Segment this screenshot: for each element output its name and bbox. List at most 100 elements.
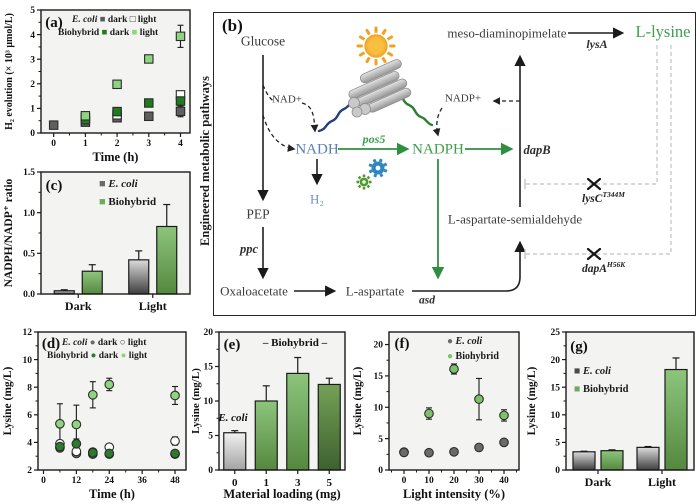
node-dapb: dapB [523,142,551,157]
node-l-aspartate-semialdehyde: L-aspartate-semialdehyde [447,211,583,227]
panel-d: 2 4 6 8 10 12 0 12 24 36 48 Time (h) Lysine (mg/L) (d… [2,324,196,502]
svg-text:3: 3 [146,139,151,149]
svg-text:5: 5 [208,432,213,442]
svg-text:1: 1 [30,105,35,115]
nanorods-icon [348,59,412,118]
svg-text:■ E. coli: ■ E. coli [99,178,139,190]
svg-text:2: 2 [27,466,32,476]
svg-text:4: 4 [30,31,35,41]
panel-g: 0 5 10 15 20 25 Dark Light Lysine (mg/L) (g) ■ E. … [526,324,700,502]
node-ppc: ppc [239,241,259,256]
node-dapa-mutant: dapAH56K [582,260,626,275]
svg-text:■ Biohybrid: ■ Biohybrid [574,384,629,395]
svg-text:20: 20 [449,476,459,486]
panel-f: 0 5 10 15 20 0 10 20 30 40 Light intensity (%) Lysi… [352,324,526,502]
node-nad: NAD+ [271,93,303,106]
svg-text:Lysine (mg/L): Lysine (mg/L) [352,366,364,435]
svg-text:0: 0 [402,476,407,486]
svg-text:1.0: 1.0 [23,209,35,219]
svg-text:5: 5 [30,6,35,16]
node-lysc-mutant: lysCT344M [582,190,625,205]
panel-a: 0 1 2 3 4 5 0 1 2 3 4 Time (h) H₂ evolution (× 10³ μ… [2,2,197,165]
node-lysa: lysA [586,37,608,51]
svg-text:● E. coli: ● E. coli [447,336,482,347]
dark-light-lysine-chart: 0 5 10 15 20 25 Dark Light Lysine (mg/L) (g) ■ E. … [526,328,695,489]
svg-text:0.0: 0.0 [23,290,35,300]
svg-text:(a): (a) [45,15,63,31]
svg-text:■ E. coli: ■ E. coli [574,366,611,377]
panel-b-label: (b) [222,16,243,35]
svg-text:0: 0 [555,466,560,476]
node-meso-diaminopimelate: meso-diaminopimelate [447,25,567,41]
svg-text:Biohybrid ● dark ● light: Biohybrid ● dark ● light [47,351,148,361]
svg-text:20: 20 [204,328,214,338]
node-h2: H₂ [310,191,324,207]
svg-text:15: 15 [551,383,561,393]
svg-text:0.5: 0.5 [23,250,35,260]
svg-text:0: 0 [208,466,213,476]
pathway-arrows [257,26,672,297]
h2-evolution-chart: 0 1 2 3 4 5 0 1 2 3 4 Time (h) H₂ evolution (× 10³ μ… [4,6,191,164]
svg-text:24: 24 [105,476,115,486]
svg-text:0: 0 [30,129,35,139]
svg-text:Light: Light [648,475,676,489]
svg-text:10: 10 [424,476,434,486]
svg-text:Light intensity (%): Light intensity (%) [403,487,505,501]
svg-text:1: 1 [264,477,270,489]
svg-text:25: 25 [551,328,561,338]
svg-text:12: 12 [23,328,33,338]
svg-text:Biohybrid ■ dark ■ light: Biohybrid ■ dark ■ light [58,28,159,38]
svg-text:■ Biohybrid: ■ Biohybrid [99,196,156,208]
node-nadh: NADH [295,141,339,158]
svg-text:Dark: Dark [585,475,612,489]
node-nadph: NADPH [412,141,464,158]
svg-text:Time (h): Time (h) [93,150,139,164]
node-glucose: Glucose [240,33,286,49]
svg-text:15: 15 [374,372,384,382]
svg-text:5: 5 [327,477,333,489]
svg-text:2: 2 [30,80,35,90]
nadph-ratio-chart: 0.0 0.5 1.0 1.5 Dark Light NADPH/NADP⁺ ratio (c… [3,168,191,313]
panel-c: 0.0 0.5 1.0 1.5 Dark Light NADPH/NADP⁺ ratio (c… [2,163,197,322]
svg-text:3: 3 [30,55,35,65]
svg-text:40: 40 [499,476,509,486]
panel-b-pathway-diagram: Engineered metabolic pathways [195,2,700,322]
svg-text:8: 8 [27,383,32,393]
svg-text:5: 5 [555,439,560,449]
svg-text:12: 12 [72,476,82,486]
node-l-lysine: L-lysine [635,21,691,41]
svg-text:Time (h): Time (h) [89,487,135,501]
svg-text:H₂ evolution (× 10³ μmol/L): H₂ evolution (× 10³ μmol/L) [4,13,15,130]
svg-text:6: 6 [27,411,32,421]
svg-text:Dark: Dark [65,299,92,313]
svg-text:Light: Light [139,299,167,313]
svg-text:E. coli ■ dark □ light: E. coli ■ dark □ light [71,15,157,25]
svg-text:(d): (d) [42,336,60,352]
svg-text:0: 0 [232,477,238,489]
svg-text:Material loading (mg): Material loading (mg) [223,487,340,501]
node-pep: PEP [246,206,270,222]
gears-icon [356,158,388,190]
svg-text:(e): (e) [224,337,241,353]
panel-e: 0 5 10 15 20 0 1 3 5 Material loading (mg) Lysine … [190,324,352,502]
svg-text:0: 0 [41,476,46,486]
node-l-aspartate: L-aspartate [345,283,405,299]
svg-text:(c): (c) [46,178,63,194]
svg-text:(f): (f) [395,336,410,352]
node-nadp: NADP+ [444,92,482,105]
svg-text:15: 15 [204,363,214,373]
svg-text:5: 5 [378,435,383,445]
svg-text:1: 1 [83,139,88,149]
sun-icon [356,26,396,66]
svg-text:10: 10 [204,397,214,407]
node-pos5: pos5 [362,132,386,146]
svg-text:0: 0 [51,139,56,149]
svg-text:1.5: 1.5 [23,168,35,178]
svg-text:3: 3 [295,477,301,489]
svg-text:20: 20 [374,341,384,351]
svg-text:10: 10 [374,403,384,413]
